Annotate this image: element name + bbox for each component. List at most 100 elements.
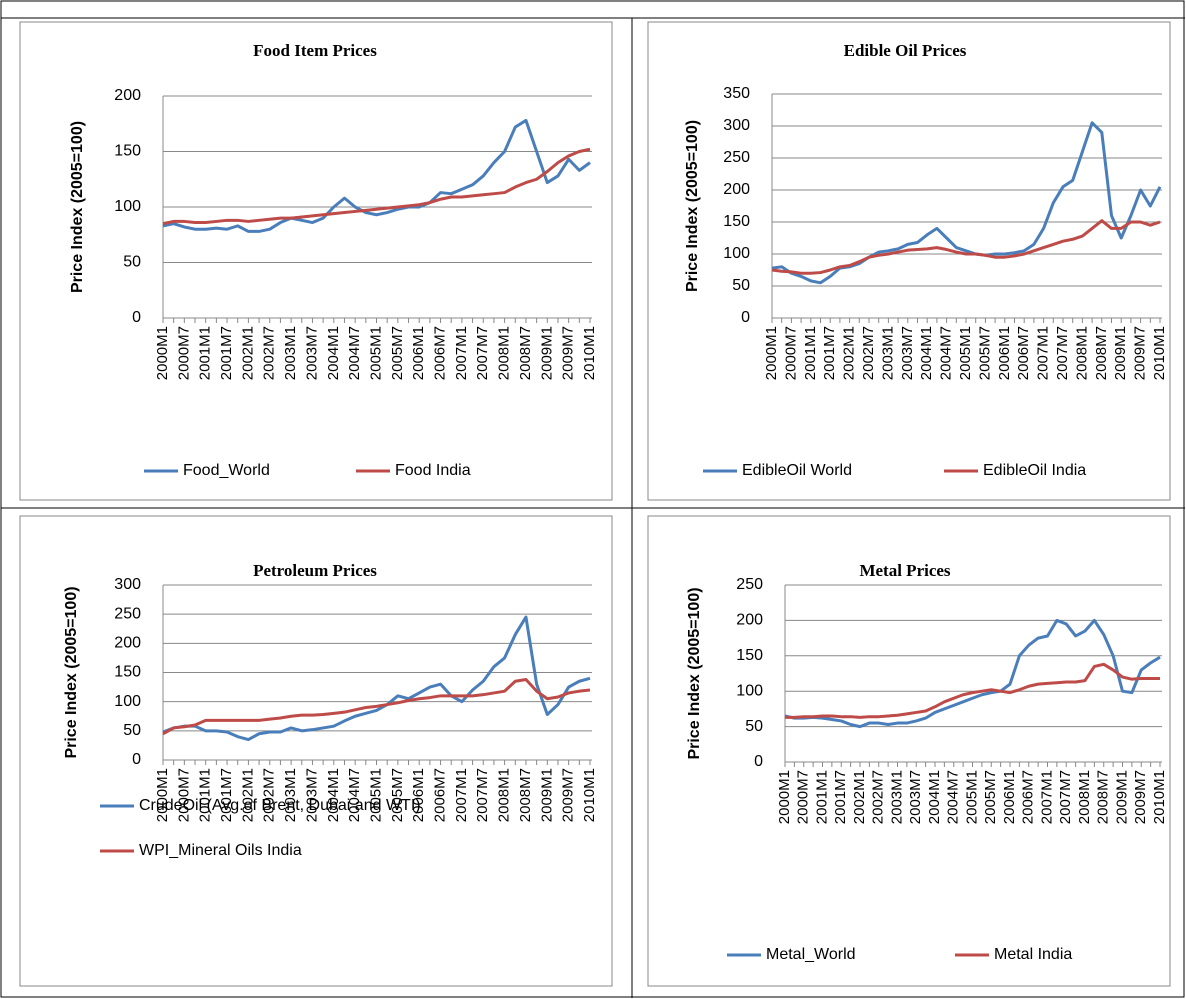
chart: Food Item Prices Price Index (2005=100) 0 5… (69, 41, 598, 479)
x-tick-label: 2007M1 (1038, 770, 1055, 824)
x-tick-label: 2000M1 (154, 768, 171, 822)
x-tick-label: 2002M7 (860, 326, 877, 380)
x-tick-label: 2005M1 (957, 326, 974, 380)
panel-border (647, 515, 1171, 987)
series-line (785, 662, 1160, 719)
y-tick-label: 50 (123, 722, 141, 739)
x-tick-label: 2009M1 (1112, 326, 1129, 380)
panel-border (647, 21, 1171, 501)
x-tick-label: 2001M1 (197, 768, 214, 822)
x-tick-label: 2007M1 (453, 768, 470, 822)
y-tick-label: 100 (114, 693, 141, 710)
x-tick-label: 2008M7 (517, 768, 534, 822)
legend-label: Metal_World (766, 946, 856, 963)
series-line (784, 618, 1161, 729)
x-tick-label: 2001M7 (821, 326, 838, 380)
y-tick-label: 350 (723, 85, 750, 102)
y-tick-label: 100 (114, 198, 141, 215)
x-tick-label: 2006M7 (432, 326, 449, 380)
chart: Metal Prices Price Index (2005=100) 0 50 100… (686, 561, 1168, 963)
chart-title: Metal Prices (859, 561, 950, 580)
x-tick-label: 2007M7 (1054, 326, 1071, 380)
y-tick-label: 300 (723, 117, 750, 134)
y-tick-label: 200 (114, 87, 141, 104)
x-tick-label: 2009M7 (560, 768, 577, 822)
chart-title: Food Item Prices (253, 41, 377, 60)
x-tick-label: 2007M1 (1035, 326, 1052, 380)
x-tick-label: 2000M1 (776, 770, 793, 824)
x-tick-label: 2006M7 (432, 768, 449, 822)
x-tick-label: 2004M1 (918, 326, 935, 380)
x-tick-label: 2005M7 (389, 768, 406, 822)
x-tick-label: 2003M1 (282, 768, 299, 822)
legend-label: CrudeOil (Avg.of Brent, Dubai and WTI) (139, 797, 421, 814)
legend-label: Metal India (994, 946, 1072, 963)
y-tick-label: 50 (732, 277, 750, 294)
y-tick-label: 0 (132, 309, 141, 326)
y-tick-label: 250 (736, 576, 763, 593)
x-tick-label: 2008M7 (517, 326, 534, 380)
x-tick-label: 2002M1 (841, 326, 858, 380)
y-tick-label: 250 (723, 149, 750, 166)
x-tick-label: 2006M1 (1001, 770, 1018, 824)
x-tick-label: 2009M1 (538, 326, 555, 380)
x-tick-label: 2002M7 (261, 768, 278, 822)
x-tick-label: 2006M7 (1020, 770, 1037, 824)
x-tick-label: 2005M7 (982, 770, 999, 824)
x-tick-label: 2004M1 (926, 770, 943, 824)
y-axis-label: Price Index (2005=100) (684, 120, 701, 292)
y-tick-label: 150 (723, 213, 750, 230)
legend-label: WPI_Mineral Oils India (139, 842, 302, 859)
x-tick-label: 2010M1 (1151, 326, 1168, 380)
legend-label: Food_World (183, 462, 270, 479)
x-tick-label: 2004M7 (945, 770, 962, 824)
x-tick-label: 2008M1 (496, 768, 513, 822)
x-tick-label: 2001M7 (218, 768, 235, 822)
y-tick-label: 50 (745, 718, 763, 735)
x-tick-label: 2008M1 (1073, 326, 1090, 380)
x-tick-label: 2003M1 (888, 770, 905, 824)
y-axis-label: Price Index (2005=100) (686, 587, 703, 759)
x-tick-label: 2003M1 (282, 326, 299, 380)
series-line (162, 147, 591, 226)
chart: Edible Oil Prices Price Index (2005=100) 0… (684, 41, 1168, 479)
x-tick-label: 2005M1 (963, 770, 980, 824)
x-tick-label: 2001M1 (813, 770, 830, 824)
x-tick-label: 2006M1 (410, 768, 427, 822)
y-tick-label: 200 (736, 612, 763, 629)
x-tick-label: 2008M7 (1093, 326, 1110, 380)
x-tick-label: 2004M7 (938, 326, 955, 380)
x-tick-label: 2002M1 (239, 768, 256, 822)
x-tick-label: 2001M7 (832, 770, 849, 824)
x-tick-label: 2005M1 (367, 326, 384, 380)
x-tick-label: 2007M7 (474, 768, 491, 822)
x-tick-label: 2008M7 (1095, 770, 1112, 824)
x-tick-label: 2000M7 (175, 768, 192, 822)
x-tick-label: 2009M1 (538, 768, 555, 822)
x-tick-label: 2009M7 (1132, 770, 1149, 824)
y-tick-label: 150 (736, 647, 763, 664)
y-axis-label: Price Index (2005=100) (69, 121, 86, 293)
x-tick-label: 2002M1 (851, 770, 868, 824)
y-tick-label: 200 (723, 181, 750, 198)
x-tick-label: 2000M1 (154, 326, 171, 380)
x-tick-label: 2009M7 (560, 326, 577, 380)
x-tick-label: 2002M7 (870, 770, 887, 824)
x-tick-label: 2010M1 (1151, 770, 1168, 824)
x-tick-label: 2000M1 (763, 326, 780, 380)
chart-title: Petroleum Prices (253, 561, 377, 580)
x-tick-label: 2000M7 (782, 326, 799, 380)
legend-label: Food India (395, 462, 471, 479)
y-tick-label: 0 (754, 753, 763, 770)
x-tick-label: 2008M1 (1076, 770, 1093, 824)
x-tick-label: 2009M1 (1113, 770, 1130, 824)
x-tick-label: 2003M7 (899, 326, 916, 380)
y-tick-label: 100 (736, 682, 763, 699)
x-tick-label: 2006M1 (996, 326, 1013, 380)
x-tick-label: 2000M7 (175, 326, 192, 380)
x-tick-label: 2003M7 (303, 326, 320, 380)
legend-label: EdibleOil India (983, 462, 1086, 479)
